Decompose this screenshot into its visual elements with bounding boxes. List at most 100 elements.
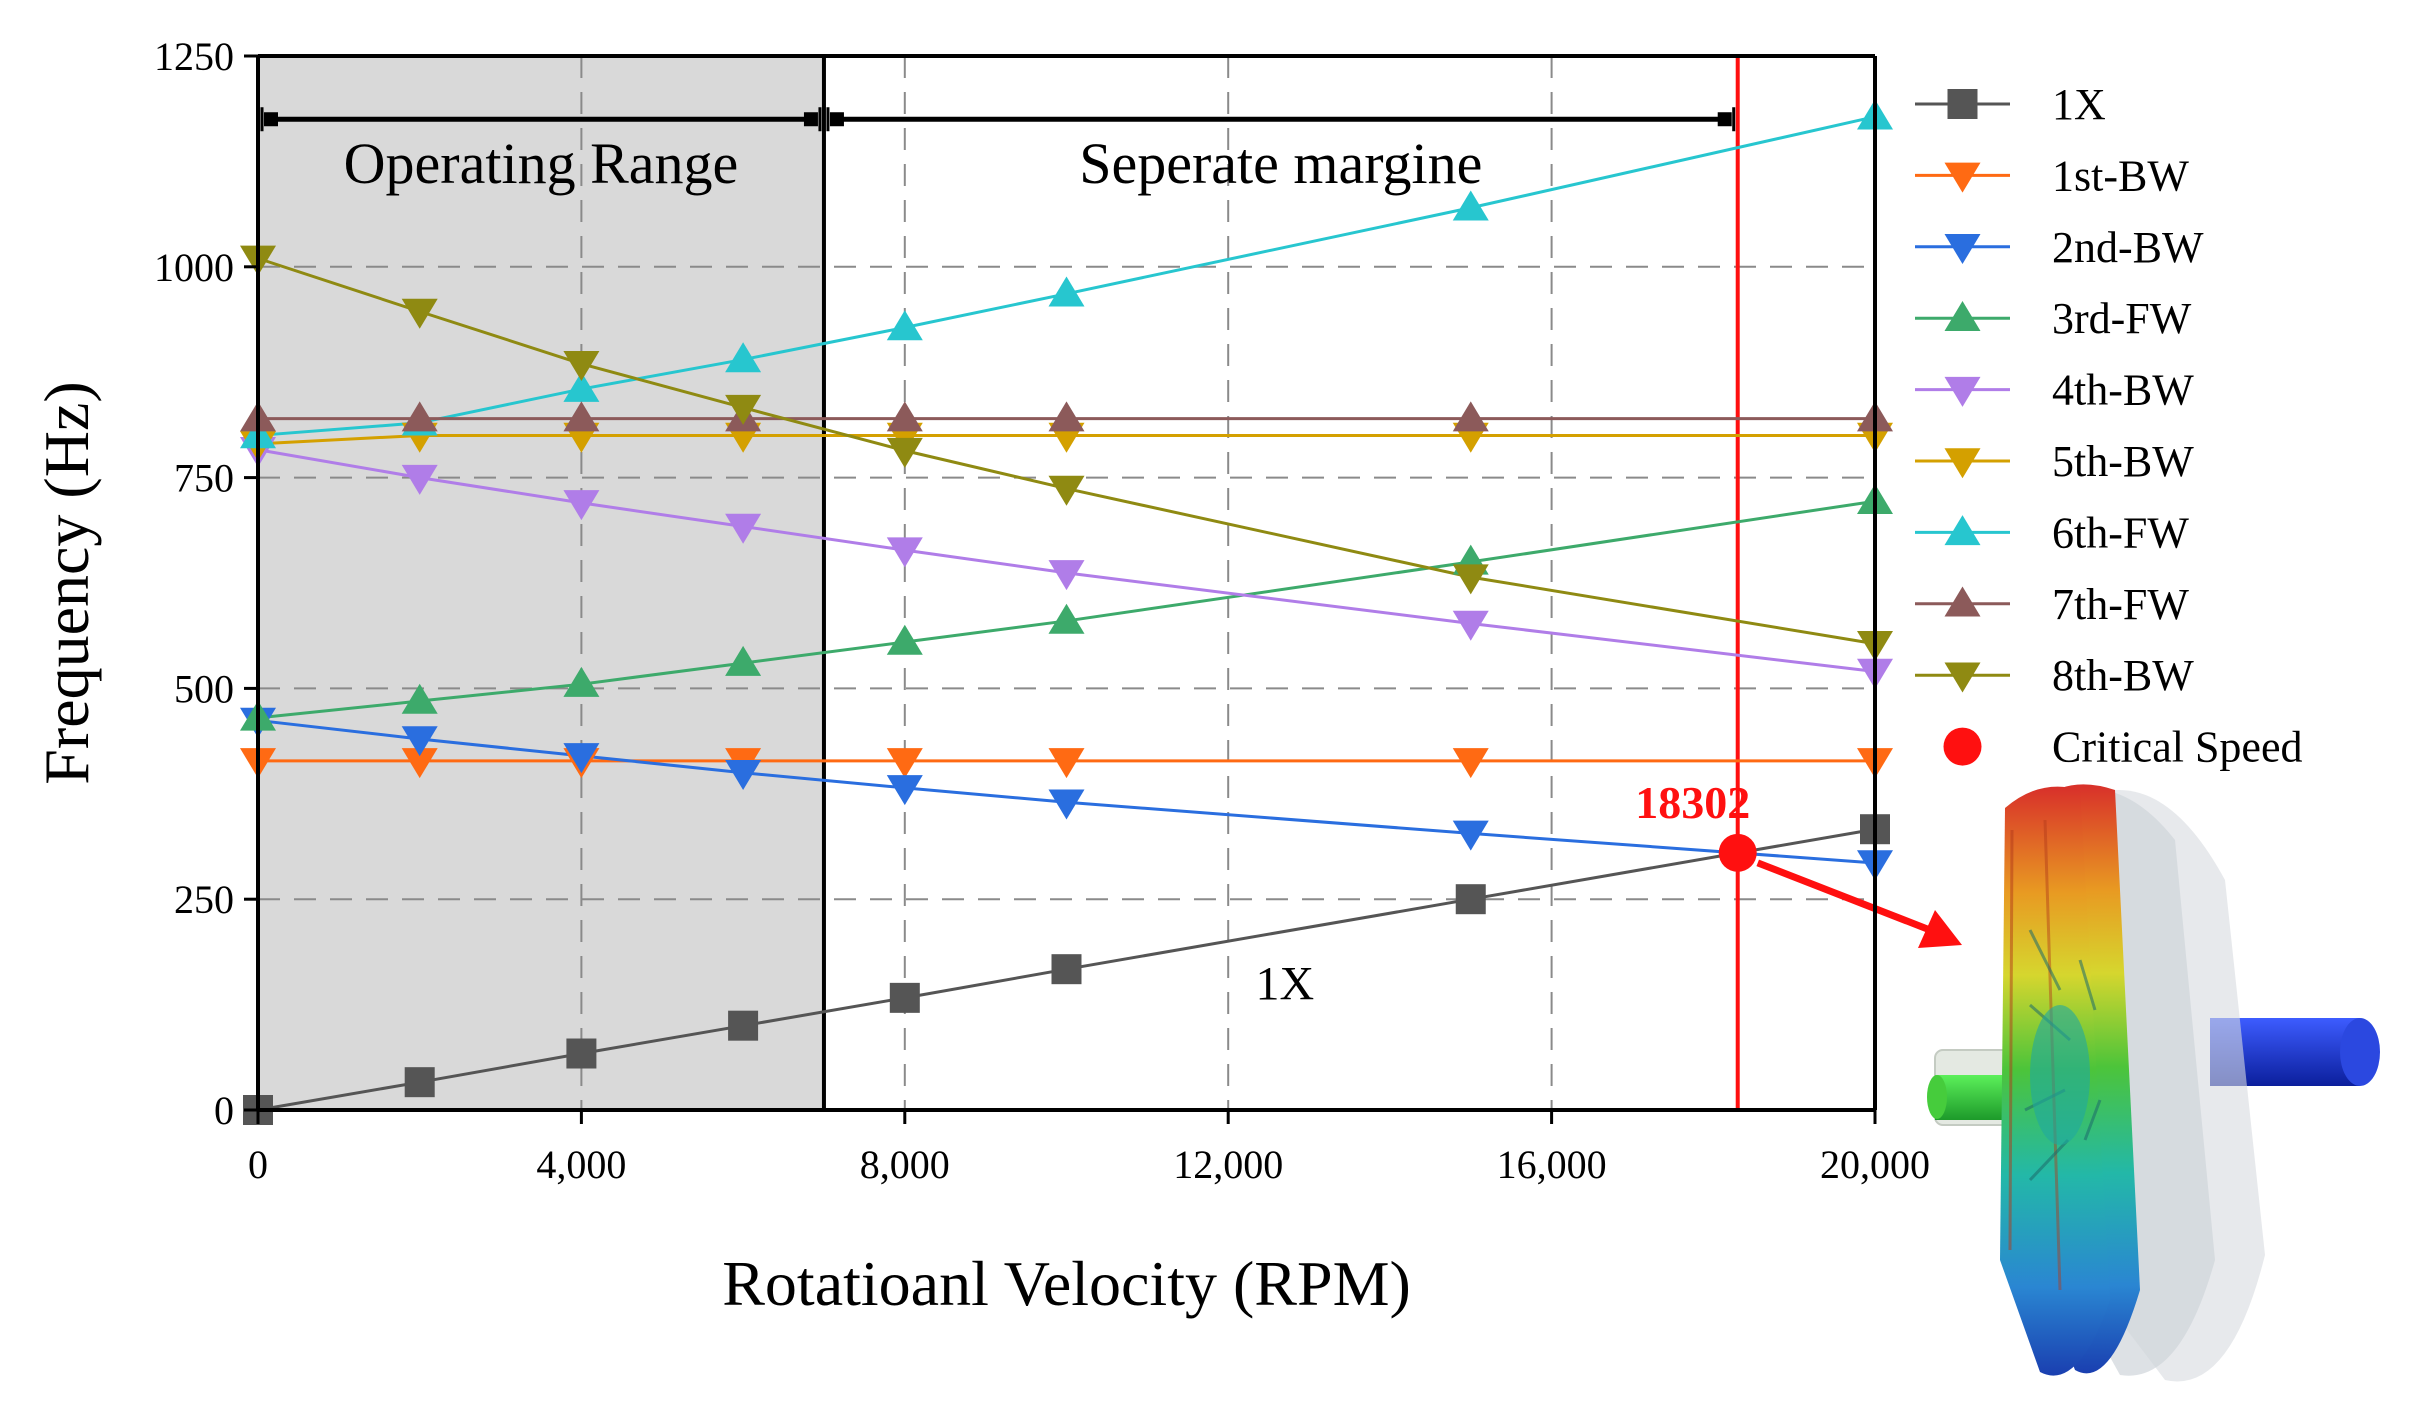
data-point-1x [1455,884,1486,915]
series-line-8th-bw [257,256,1876,646]
y-tick-label: 1250 [154,34,234,79]
y-tick-label: 0 [214,1088,234,1133]
data-point-4th-bw [886,537,923,568]
legend-item-8th-bw: 8th-BW [1915,651,2194,700]
y-tick-label: 1000 [154,245,234,290]
x-tick-label: 16,000 [1497,1142,1607,1187]
legend-label-4th-bw: 4th-BW [2052,366,2194,415]
legend-item-critical-speed: Critical Speed [1943,723,2303,772]
y-tick-label: 500 [174,666,234,711]
data-point-8th-bw [1048,475,1085,506]
x-tick-label: 20,000 [1820,1142,1930,1187]
data-point-8th-bw [401,298,438,329]
x-tick-label: 12,000 [1173,1142,1283,1187]
separation-margin-arrow-start-cap [829,112,844,127]
axes: 0 4,000 8,000 12,000 16,000 20,000 0 250 500 750 1… [154,34,1930,1187]
operating-range-arrow-start-cap [264,112,278,127]
x-axis-title: Rotatioanl Velocity (RPM) [722,1248,1411,1319]
legend-item-1st-bw: 1st-BW [1915,151,2189,200]
plot-background [258,56,824,1110]
legend-label-2nd-bw: 2nd-BW [2052,223,2204,272]
x-tick-label: 8,000 [860,1142,950,1187]
operating-range-arrow-end-cap [803,112,818,127]
data-point-1x [1051,954,1082,985]
y-tick-label: 250 [174,877,234,922]
series-line-3rd-fw [257,499,1876,720]
data-point-8th-bw [886,437,923,468]
data-point-7th-fw [1048,401,1085,432]
legend-swatch-3rd-fw [1944,300,1981,331]
legend-swatch-critical-speed [1943,727,1982,766]
legend-label-3rd-fw: 3rd-FW [2052,294,2192,343]
operating-range-arrow [260,107,822,132]
data-point-2nd-bw [563,743,600,774]
legend-item-3rd-fw: 3rd-FW [1915,294,2192,343]
data-point-1x [728,1010,759,1041]
data-point-3rd-fw [725,645,762,676]
data-point-1st-bw [1048,748,1085,779]
data-point-4th-bw [563,490,600,521]
legend-label-7th-fw: 7th-FW [2052,580,2189,629]
critical-speed-value-label: 18302 [1635,777,1750,828]
reference-lines [260,56,1740,1110]
data-point-8th-bw [725,394,762,425]
legend-swatch-1st-bw [1944,162,1981,193]
legend-item-1x: 1X [1915,80,2106,129]
rotor-mode-shape-image [1927,784,2380,1382]
data-point-6th-fw [886,310,923,341]
data-point-6th-fw [1048,276,1085,307]
data-point-2nd-bw [1048,789,1085,820]
data-point-7th-fw [563,401,600,432]
x-tick-label: 4,000 [536,1142,626,1187]
series-line-4th-bw [257,448,1876,674]
y-tick-label: 750 [174,456,234,501]
data-point-6th-fw [563,371,600,402]
critical-speed-arrowhead [1918,910,1962,948]
operating-range-shade [258,56,824,1110]
data-point-7th-fw [401,401,438,432]
critical-speed-arrow [1756,859,1937,936]
separation-margin-label: Seperate margine [1079,131,1482,196]
data-point-1x [889,982,920,1013]
critical-speed-point [1718,833,1757,872]
legend-swatch-4th-bw [1944,376,1981,407]
legend-label-8th-bw: 8th-BW [2052,651,2194,700]
x-tick-label: 0 [248,1142,268,1187]
data-point-3rd-fw [886,624,923,655]
series-line-5th-bw [257,433,1875,446]
data-point-1x [566,1038,597,1069]
data-point-2nd-bw [401,726,438,757]
operating-range-label: Operating Range [344,131,739,196]
data-point-1st-bw [886,748,923,779]
legend-label-5th-bw: 5th-BW [2052,437,2194,486]
data-point-7th-fw [886,401,923,432]
data-point-8th-bw [563,351,600,382]
legend-label-1st-bw: 1st-BW [2052,151,2189,200]
data-point-8th-bw [1452,564,1489,595]
series-line-1x [257,827,1876,1112]
data-point-1x [404,1067,435,1098]
data-point-1st-bw [1452,748,1489,779]
data-point-4th-bw [401,464,438,495]
legend-swatch-2nd-bw [1944,234,1981,265]
separation-margin-arrow-end-cap [1717,112,1732,127]
legend-swatch-5th-bw [1944,448,1981,479]
data-point-4th-bw [1048,560,1085,591]
legend-item-6th-fw: 6th-FW [1915,508,2189,557]
legend: 1X 1st-BW 2nd-BW 3rd-FW 4th-BW 5th-BW 6th-FW 7t… [1915,80,2303,772]
data-point-2nd-bw [725,759,762,790]
data-point-6th-fw [725,342,762,373]
legend-label-critical-speed: Critical Speed [2052,723,2303,772]
series-line-2nd-bw [257,718,1876,865]
legend-label-6th-fw: 6th-FW [2052,508,2189,557]
data-point-4th-bw [1452,610,1489,641]
y-axis-title: Frequency (Hz) [31,381,102,784]
legend-item-4th-bw: 4th-BW [1915,366,2194,415]
data-point-7th-fw [1452,401,1489,432]
separation-margin-arrow [826,107,1736,132]
legend-item-5th-bw: 5th-BW [1915,437,2194,486]
data-point-2nd-bw [1452,820,1489,851]
data-point-3rd-fw [1048,603,1085,634]
